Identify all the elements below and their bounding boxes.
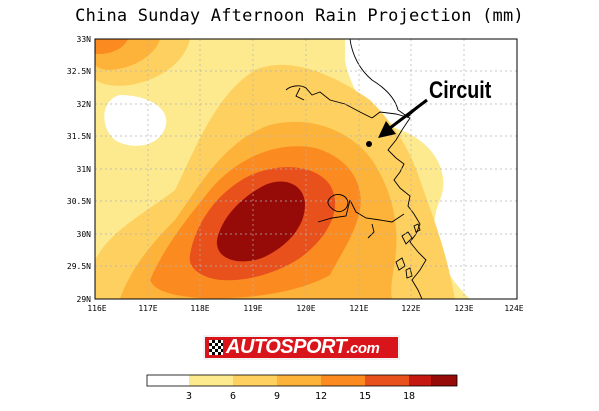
coastline-main [349,39,427,299]
rain-band-below-3-west [104,95,167,146]
legend-swatch [147,375,189,386]
legend-level-label: 15 [359,391,371,402]
legend-level-label: 9 [274,391,280,402]
coastline-islands [395,223,421,279]
lon-axis: 116E 117E 118E 119E 120E 121E 122E 123E … [87,304,523,313]
arrow-icon [378,98,428,138]
coastline-lake [327,194,349,213]
legend-swatch [365,375,409,386]
logo-text: AUTOSPORT [226,336,347,358]
logo-suffix: .com [346,340,380,357]
legend-level-label: 18 [403,391,415,402]
lon-tick-label: 117E [138,304,157,313]
lon-tick-label: 118E [190,304,209,313]
legend-level-label: 6 [230,391,236,402]
legend-level-label: 12 [315,391,327,402]
lat-tick-label: 29.5N [67,262,91,271]
lon-tick-label: 124E [504,304,523,313]
lat-axis: 29N 29.5N 30N 30.5N 31N 31.5N 32N 32.5N … [67,35,91,304]
lat-tick-label: 31.5N [67,132,91,141]
rain-band-12-15-nw [95,39,128,54]
lon-tick-label: 122E [401,304,420,313]
circuit-label: Circuit [429,77,492,104]
map-frame [94,38,518,300]
legend-level-label: 3 [186,391,192,402]
autosport-logo[interactable]: AUTOSPORT.com [203,335,400,360]
logo-wordmark: AUTOSPORT.com [226,336,380,359]
lon-tick-label: 121E [349,304,368,313]
coastline-estuary [285,85,373,119]
lat-lon-grid [95,39,517,299]
legend-frame [146,374,458,387]
legend-swatch [321,375,365,386]
lat-tick-label: 30N [77,230,92,239]
map-title: China Sunday Afternoon Rain Projection (… [75,6,524,26]
coastline [285,39,427,299]
lon-tick-label: 116E [87,304,106,313]
lat-tick-label: 31N [77,165,92,174]
rain-band-above-18 [216,181,305,262]
coastline-bay [317,199,405,239]
lat-tick-label: 33N [77,35,92,44]
rain-band-below-3 [345,39,517,299]
lon-tick-label: 123E [454,304,473,313]
legend-swatch [189,375,233,386]
lat-tick-label: 32.5N [67,67,91,76]
legend-swatch [233,375,277,386]
legend-swatch [277,375,321,386]
checkered-flag-icon [209,340,223,355]
color-legend: 3 6 9 12 15 18 [146,374,458,402]
lon-tick-label: 119E [243,304,262,313]
lon-tick-label: 120E [296,304,315,313]
lat-tick-label: 29N [77,295,92,304]
legend-swatch [409,375,431,386]
lat-tick-label: 32N [77,100,92,109]
circuit-marker [366,141,372,147]
legend-swatch [431,375,457,386]
lat-tick-label: 30.5N [67,197,91,206]
